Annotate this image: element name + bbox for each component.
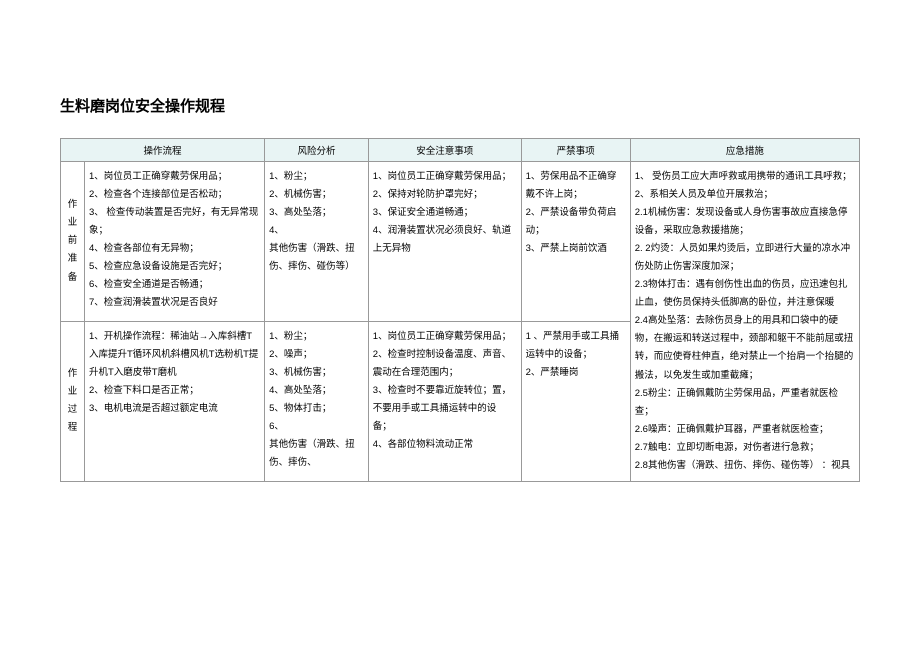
header-note: 安全注意事项	[368, 139, 521, 162]
page-title: 生料磨岗位安全操作规程	[60, 95, 860, 116]
cell-forbid-2: 1 、严禁用手或工具捅运转中的设备；2、严禁睡岗	[521, 321, 630, 481]
safety-table: 操作流程 风险分析 安全注意事项 严禁事项 应急措施 作业前准备 1、岗位员工正…	[60, 138, 860, 482]
table-row: 作业前准备 1、岗位员工正确穿戴劳保用品；2、检查各个连接部位是否松动；3、 检…	[61, 162, 860, 322]
cell-forbid-1: 1、劳保用品不正确穿戴不许上岗；2、严禁设备带负荷启动；3、严禁上岗前饮酒	[521, 162, 630, 322]
header-row: 操作流程 风险分析 安全注意事项 严禁事项 应急措施	[61, 139, 860, 162]
stage-prep: 作业前准备	[61, 162, 85, 322]
cell-emergency: 1、 受伤员工应大声呼救或用携带的通讯工具呼救；2、系相关人员及单位开展救治；2…	[630, 162, 859, 482]
header-forbid: 严禁事项	[521, 139, 630, 162]
cell-proc-1: 1、岗位员工正确穿戴劳保用品；2、检查各个连接部位是否松动；3、 检查传动装置是…	[85, 162, 265, 322]
header-emergency: 应急措施	[630, 139, 859, 162]
cell-proc-2: 1、开机操作流程：稀油站→入库斜槽T入库提升T循环风机斜槽风机T选粉机T提升机T…	[85, 321, 265, 481]
cell-note-1: 1、岗位员工正确穿戴劳保用品；2、保持对轮防护罩完好；3、保证安全通道畅通；4、…	[368, 162, 521, 322]
cell-note-2: 1、岗位员工正确穿戴劳保用品；2、检查时控制设备温度、声音、震动在合理范围内；3…	[368, 321, 521, 481]
cell-risk-1: 1、粉尘；2、机械伤害；3、高处坠落；4、 其他伤害（滑跌、扭伤、摔伤、碰伤等）	[265, 162, 369, 322]
stage-during: 作业过程	[61, 321, 85, 481]
cell-risk-2: 1、粉尘；2、噪声；3、机械伤害；4、高处坠落；5、物体打击；6、 其他伤害（滑…	[265, 321, 369, 481]
header-process: 操作流程	[61, 139, 265, 162]
header-risk: 风险分析	[265, 139, 369, 162]
